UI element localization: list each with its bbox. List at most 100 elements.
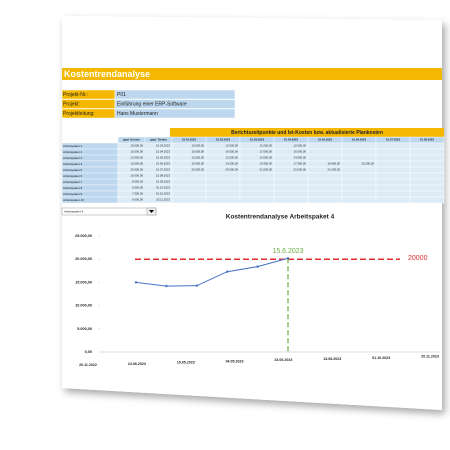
planned-cost: 8.000,00 [132, 180, 143, 184]
x-tick-label: 24.06.2023 [128, 362, 146, 366]
cell [375, 142, 411, 150]
point [134, 281, 138, 284]
point [226, 270, 229, 273]
actual-cost: 21.000,00 [328, 168, 341, 172]
actual-cost: 18.400,00 [328, 162, 341, 166]
cell [205, 172, 241, 180]
cell [307, 184, 343, 192]
cell [307, 190, 343, 198]
cell [307, 142, 343, 150]
date-header: 15.08.2023 [420, 138, 434, 142]
actual-cost: 12.000,00 [294, 144, 307, 148]
planned-date: 15.08.2023 [156, 174, 170, 178]
row-name: Arbeitspaket 9 [63, 192, 83, 196]
field-value: P01 [117, 92, 126, 98]
field-value-cell [114, 99, 236, 109]
cell [205, 178, 241, 186]
x-tick-label: 23.06.2023 [274, 358, 292, 362]
cell [239, 172, 275, 180]
cell [171, 184, 207, 192]
planned-date: 01.10.2023 [156, 186, 170, 190]
planned-cost: 20.000,00 [131, 168, 144, 172]
row-name: Arbeitspaket 8 [63, 186, 83, 190]
cell [375, 184, 411, 192]
row-name: Arbeitspaket 2 [63, 150, 83, 154]
actual-cost: 12.000,00 [192, 156, 205, 160]
date-header: 15.07.2023 [386, 138, 400, 142]
field-value: Hans Mustermann [117, 111, 158, 117]
field-value-cell [114, 108, 236, 119]
date-header: 15.04.2023 [284, 138, 298, 142]
y-tick-label: 0,00 [85, 350, 92, 354]
cell [375, 148, 411, 156]
cell [341, 196, 377, 204]
cell [273, 172, 309, 180]
title-band [62, 68, 442, 80]
planned-cost: 12.000,00 [131, 156, 144, 160]
field-label: Projekt: [63, 102, 80, 108]
cell [341, 184, 377, 192]
y-tick-label: 15.000,00 [75, 280, 92, 284]
dropdown-arrow [149, 210, 154, 213]
chart-title: Kostentrendanalyse Arbeitspaket 4 [226, 214, 335, 221]
date-header: 15.06.2023 [352, 138, 366, 142]
planned-date: 15.03.2023 [156, 144, 170, 148]
date-header: 15.02.2023 [216, 138, 230, 142]
y-tick-label: 25.000,00 [75, 234, 92, 238]
planned-cost: 15.000,00 [131, 150, 144, 154]
actual-cost: 15.000,00 [192, 162, 205, 166]
y-tick-label: 20.000,00 [75, 257, 92, 261]
actual-cost: 14.000,00 [294, 156, 307, 160]
actual-cost: 12.000,00 [226, 156, 239, 160]
cell [307, 172, 343, 180]
actual-cost: 17.000,00 [260, 150, 273, 154]
cell [409, 178, 445, 186]
x-tick-label: 15.05.2023 [177, 361, 195, 365]
cell [341, 142, 377, 150]
planned-date: 15.09.2023 [156, 180, 170, 184]
planned-cost: 7.000,00 [132, 192, 143, 196]
cell [375, 178, 411, 186]
actual-cost: 13.000,00 [260, 156, 273, 160]
actual-cost: 14.300,00 [260, 162, 273, 166]
row-name: Arbeitspaket 1 [63, 144, 83, 148]
actual-cost: 16.000,00 [226, 150, 239, 154]
column-header: gepl. Termin [150, 138, 167, 142]
cell [239, 178, 275, 186]
actual-cost: 16.000,00 [294, 150, 307, 154]
x-tick-label: 20.11.2022 [79, 363, 97, 367]
cell [341, 190, 377, 198]
cell [273, 178, 309, 186]
cell [375, 154, 411, 162]
planned-cost: 9.000,00 [132, 198, 143, 202]
cell [205, 190, 241, 198]
cell [409, 148, 445, 156]
marker-label: 15.6.2023 [272, 248, 303, 255]
field-value: Einführung einer ERP-Software [117, 102, 187, 108]
cell [171, 196, 207, 204]
planned-date: 15.06.2023 [156, 162, 170, 166]
x-tick-label: 01.10.2023 [372, 356, 390, 360]
table-group-header-band [170, 128, 444, 137]
cell [273, 196, 309, 204]
planned-date: 15.10.2023 [156, 192, 170, 196]
cell [205, 184, 241, 192]
line-series [135, 257, 289, 287]
actual-cost: 17.300,00 [294, 162, 307, 166]
x-tick-label: 20.11.2023 [421, 355, 439, 359]
row-name: Arbeitspaket 6 [63, 174, 83, 178]
cell [239, 184, 275, 192]
cell [307, 196, 343, 204]
planned-date: 20.11.2023 [156, 198, 170, 202]
actual-cost: 22.000,00 [294, 168, 307, 172]
point [256, 265, 259, 268]
planned-date: 15.05.2023 [156, 156, 170, 160]
cell [375, 172, 411, 180]
actual-cost: 11.000,00 [260, 144, 273, 148]
y-tick-label: 10.000,00 [75, 304, 92, 308]
cell [273, 184, 309, 192]
cell [375, 166, 411, 174]
cell [375, 196, 411, 204]
cell [341, 172, 377, 180]
